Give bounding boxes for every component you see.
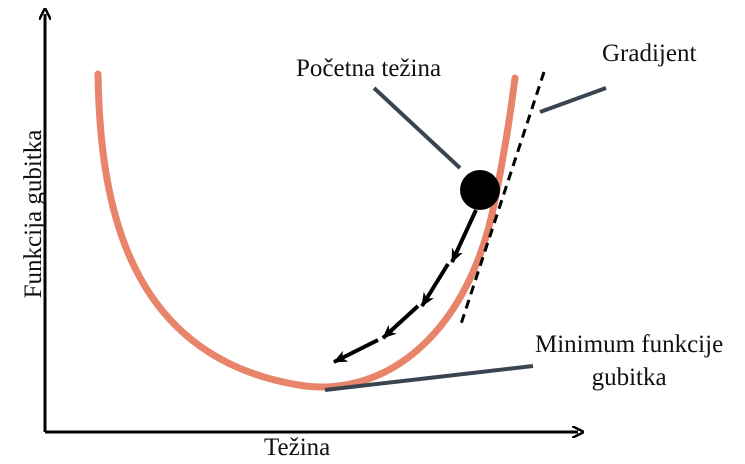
initial-weight-ball	[460, 170, 500, 210]
x-axis-label: Težina	[264, 434, 331, 461]
initial-weight-pointer	[372, 86, 462, 170]
minimum-pointer	[324, 364, 534, 392]
minimum-label-line1: Minimum funkcije	[535, 331, 724, 358]
gradient-pointer	[539, 86, 607, 114]
descent-step-arrow	[381, 304, 420, 340]
descent-step-arrow	[333, 338, 379, 364]
minimum-label-line2: gubitka	[591, 364, 667, 391]
y-axis-label: Funkcija gubitka	[20, 129, 47, 299]
gradient-label: Gradijent	[602, 40, 697, 67]
initial-weight-label: Početna težina	[296, 55, 442, 82]
loss-curve	[94, 70, 519, 391]
minimum-label: Minimum funkcije gubitka	[535, 328, 723, 394]
descent-step-arrow	[450, 209, 478, 263]
descent-step-arrow	[420, 262, 450, 308]
